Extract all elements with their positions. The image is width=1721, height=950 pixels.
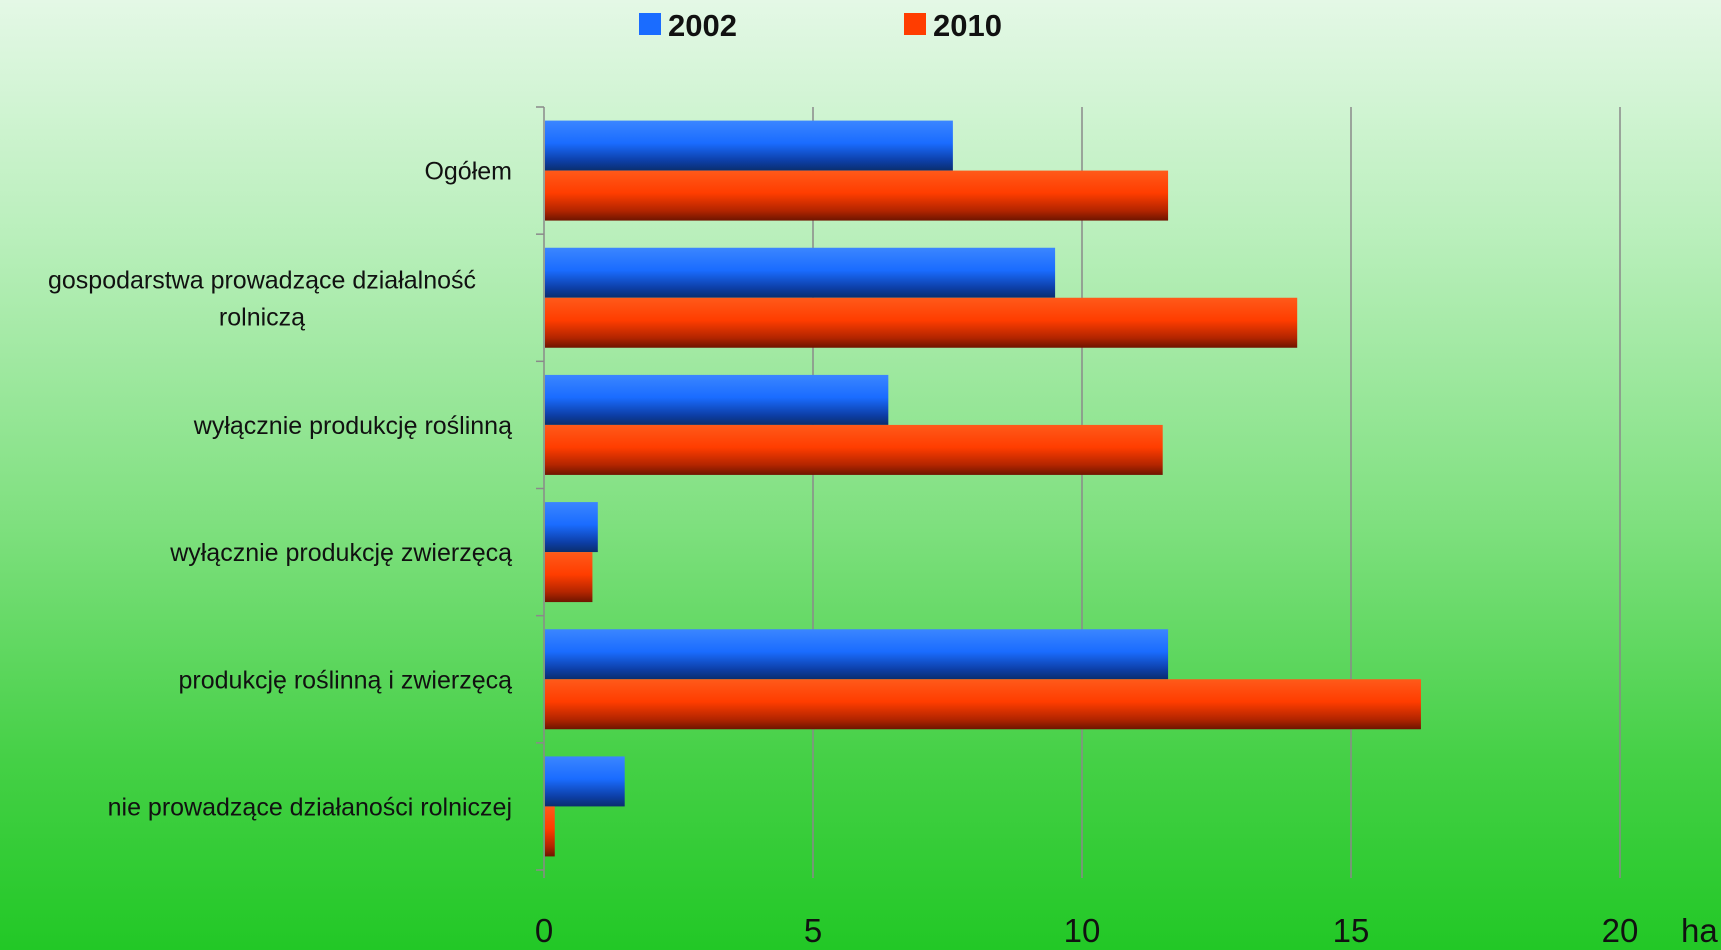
category-label-line: Ogółem [424, 158, 512, 186]
x-tick-label-0: 0 [535, 912, 553, 949]
bar-2002-cat-1 [545, 247, 1056, 298]
x-tick-label-5: 5 [804, 912, 822, 949]
bar-2010-cat-1 [545, 297, 1298, 348]
legend: 2002 2010 [639, 8, 1002, 43]
category-label-0: Ogółem [424, 158, 512, 186]
category-label-line: produkcję roślinną i zwierzęcą [179, 666, 513, 694]
legend-swatch-2010 [904, 13, 926, 35]
category-label-2: wyłącznie produkcję roślinną [193, 412, 512, 440]
legend-label-2002: 2002 [668, 8, 737, 43]
x-tick-label-10: 10 [1064, 912, 1101, 949]
category-label-line: nie prowadzące działaności rolniczej [108, 793, 512, 821]
category-label-4: produkcję roślinną i zwierzęcą [179, 666, 513, 694]
category-label-line: wyłącznie produkcję roślinną [193, 412, 512, 440]
category-label-line: rolniczą [219, 303, 305, 331]
x-tick-label-15: 15 [1333, 912, 1370, 949]
bar-2010-cat-0 [545, 170, 1169, 221]
bar-2002-cat-3 [545, 502, 598, 553]
legend-label-2010: 2010 [933, 8, 1002, 43]
bar-2002-cat-2 [545, 374, 889, 425]
bar-2002-cat-5 [545, 756, 625, 807]
bar-2010-cat-2 [545, 424, 1163, 475]
bar-2010-cat-3 [545, 552, 593, 603]
category-label-line: wyłącznie produkcję zwierzęcą [169, 539, 512, 567]
category-label-5: nie prowadzące działaności rolniczej [108, 793, 512, 821]
gridlines [812, 107, 1621, 870]
bar-2002-cat-4 [545, 629, 1169, 680]
y-axis [536, 106, 1621, 878]
x-axis-unit-label: ha [1681, 912, 1718, 949]
category-label-1: gospodarstwa prowadzące działalność rolni… [48, 266, 476, 331]
legend-swatch-2002 [639, 13, 661, 35]
bar-2002-cat-0 [545, 120, 953, 171]
category-labels: Ogółem gospodarstwa prowadzące działalnoś… [48, 158, 512, 822]
x-tick-label-20: 20 [1602, 912, 1639, 949]
bar-2010-cat-5 [545, 806, 555, 857]
x-tick-labels: 0 5 10 15 20 [535, 912, 1639, 949]
bars [545, 120, 1421, 857]
category-label-line: gospodarstwa prowadzące działalność [48, 266, 476, 294]
category-label-3: wyłącznie produkcję zwierzęcą [169, 539, 512, 567]
bar-2010-cat-4 [545, 679, 1421, 730]
